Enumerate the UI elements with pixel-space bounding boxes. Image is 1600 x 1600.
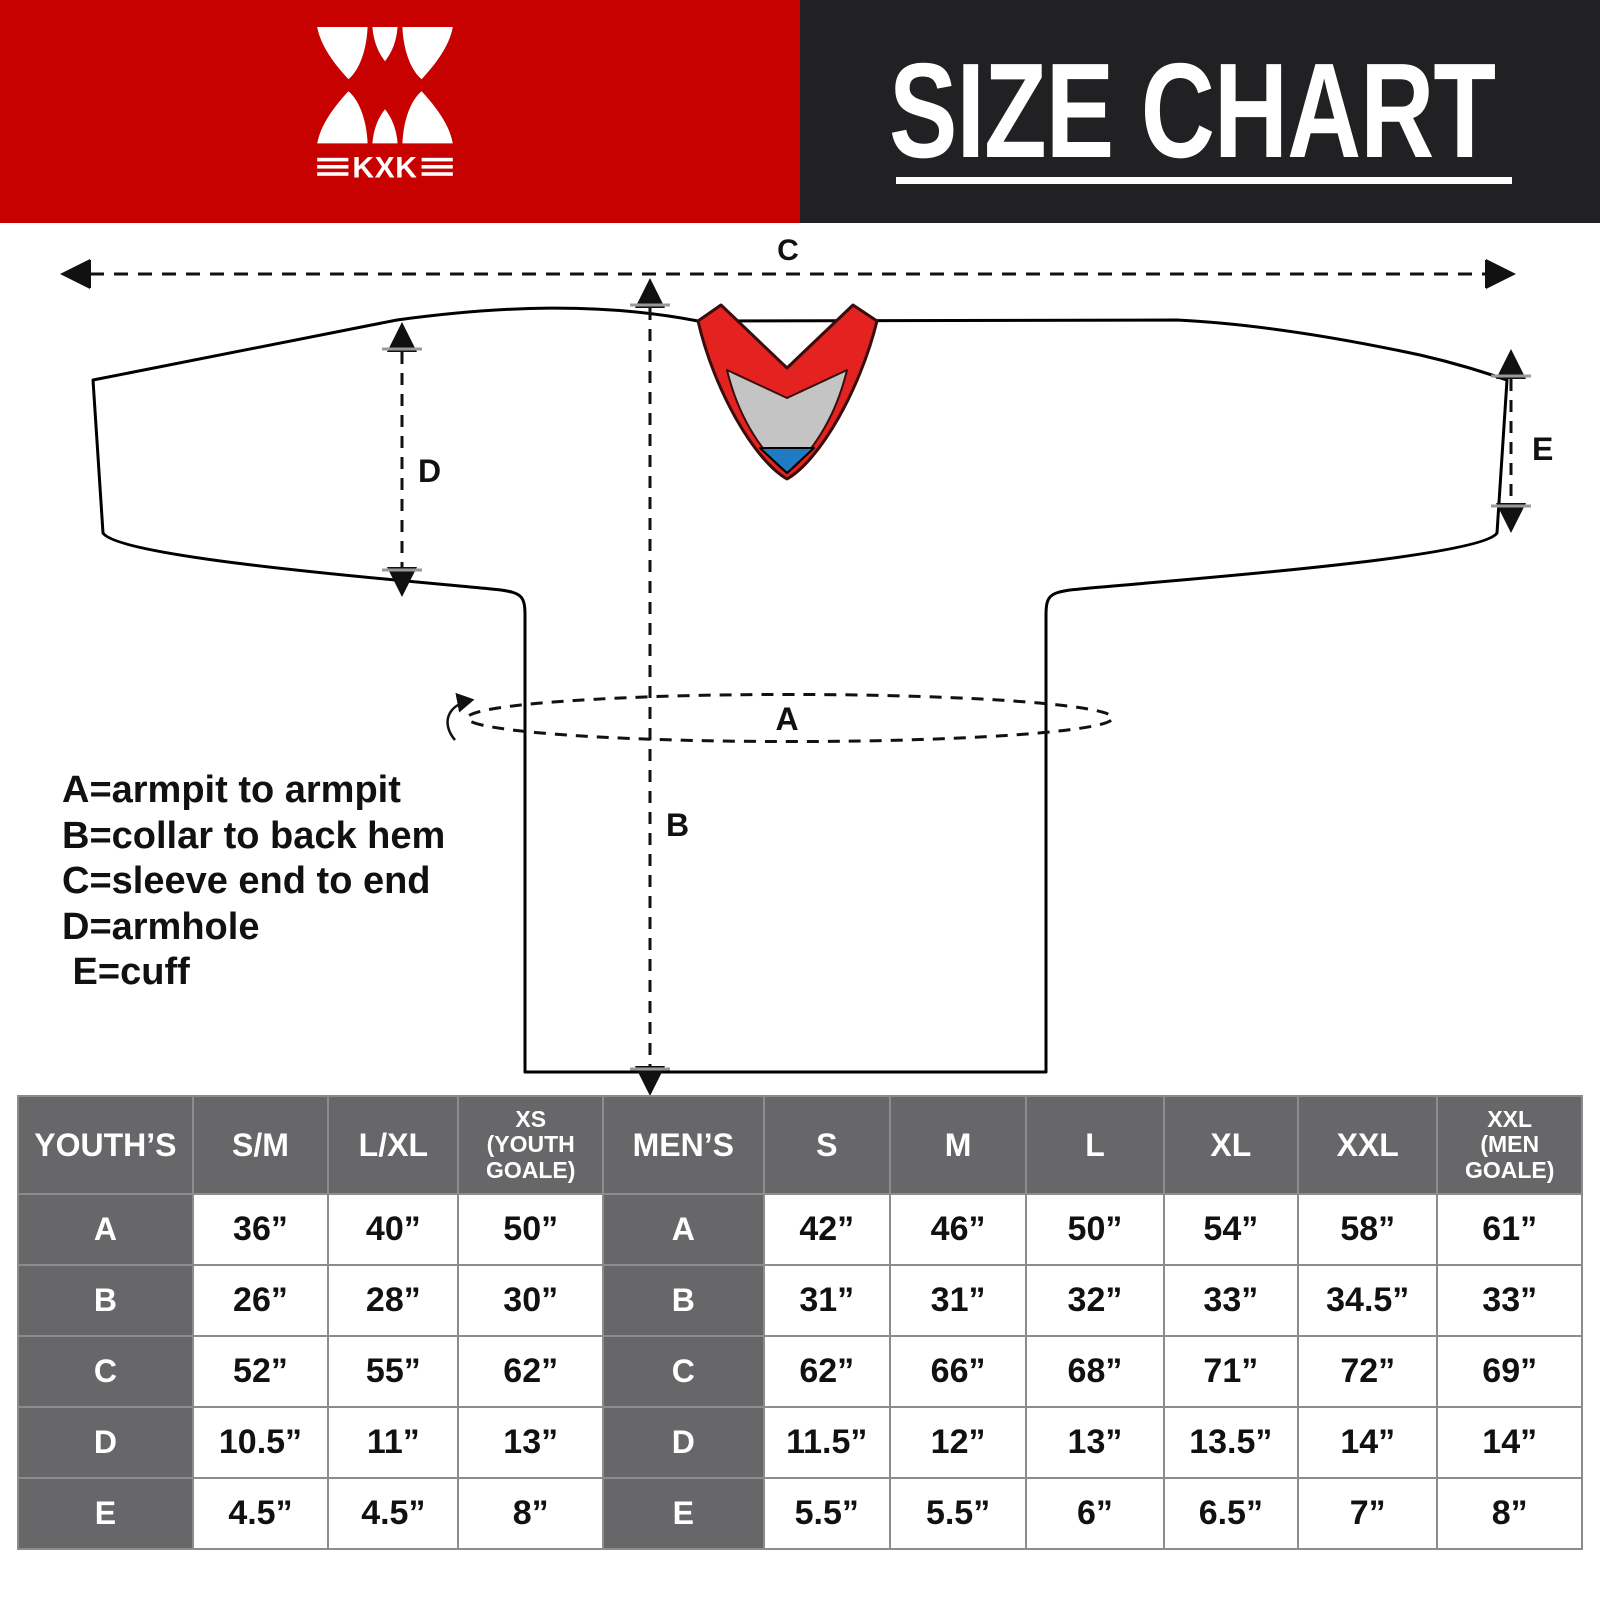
svg-text:E: E xyxy=(1532,431,1553,467)
svg-text:B: B xyxy=(666,807,689,843)
svg-text:C: C xyxy=(777,234,799,267)
svg-text:A: A xyxy=(775,701,798,737)
svg-text:KXK: KXK xyxy=(352,152,417,185)
svg-text:D: D xyxy=(418,453,441,489)
